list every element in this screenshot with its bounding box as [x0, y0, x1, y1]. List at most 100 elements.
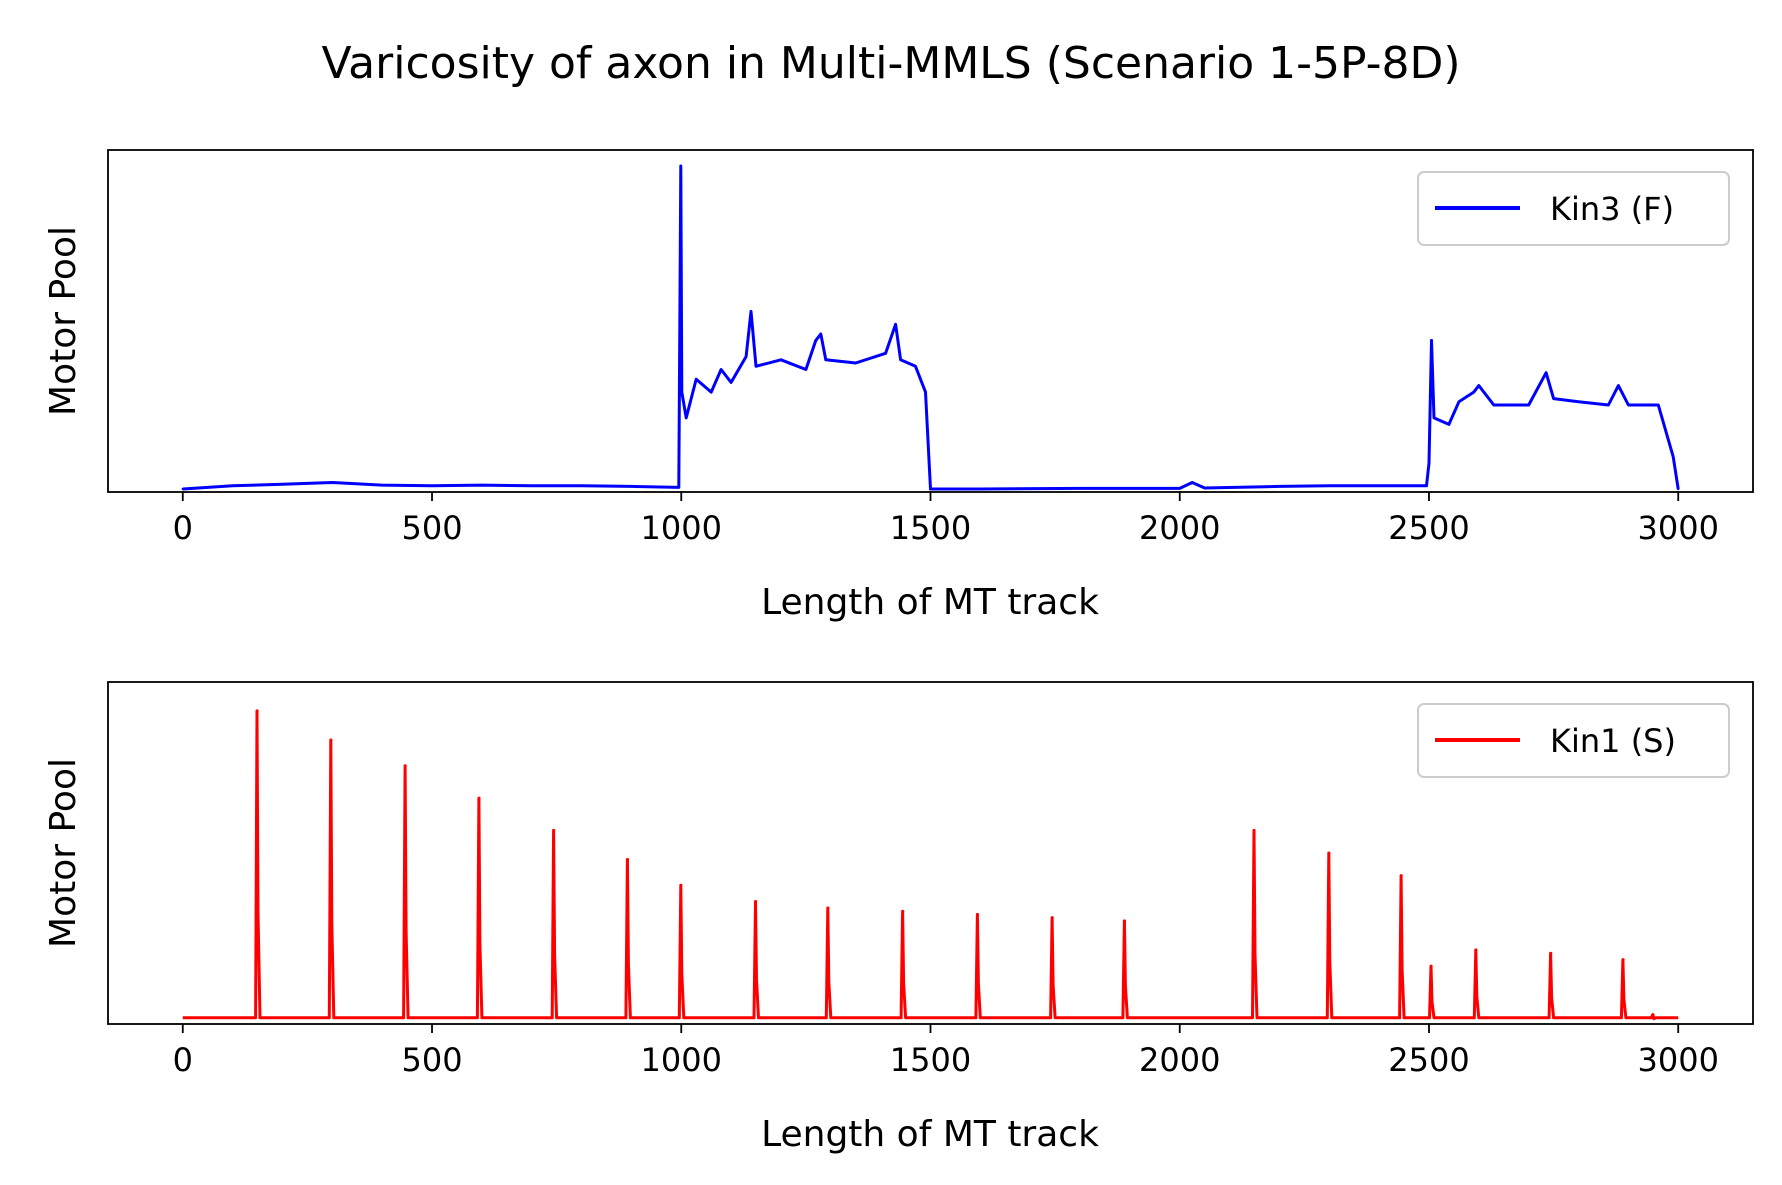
data-point	[1472, 390, 1476, 394]
data-point	[894, 323, 897, 326]
data-point	[1672, 455, 1675, 458]
data-point	[1400, 874, 1403, 877]
data-point	[626, 858, 630, 861]
data-point	[1278, 485, 1281, 488]
data-point	[281, 482, 284, 486]
data-point	[1475, 948, 1478, 952]
data-point	[924, 390, 927, 394]
data-point	[677, 486, 680, 489]
data-point	[685, 416, 688, 420]
data-point	[1078, 487, 1082, 490]
x-ticks: 0 500 1000 1500 2000 2500 3000	[173, 1024, 1719, 1079]
legend-box	[1417, 171, 1730, 246]
legend-label: Kin3 (F)	[1550, 190, 1674, 228]
data-point	[1607, 403, 1610, 407]
data-point	[1203, 486, 1206, 490]
data-point	[1622, 958, 1625, 961]
data-point	[929, 487, 932, 491]
data-point	[1549, 951, 1553, 955]
data-point	[630, 485, 633, 488]
data-point	[679, 164, 682, 168]
data-point	[754, 900, 758, 903]
data-point	[749, 310, 753, 313]
data-point	[1328, 484, 1331, 487]
x-tick-label: 3000	[1638, 1041, 1719, 1079]
data-point	[331, 481, 334, 484]
data-point	[1527, 403, 1530, 407]
data-point	[530, 484, 533, 487]
chart-panel-kin3: 0 500 1000 1500 2000 2500 3000 Length of MT tr…	[43, 149, 1754, 623]
data-point	[480, 483, 484, 487]
data-point	[899, 358, 902, 361]
data-point	[1123, 919, 1127, 923]
data-point	[979, 487, 982, 491]
data-point	[1328, 851, 1331, 855]
data-point	[819, 332, 823, 336]
data-point	[1477, 384, 1481, 387]
data-point	[824, 358, 828, 361]
data-point	[380, 483, 384, 487]
data-point	[478, 796, 481, 800]
x-ticks: 0 500 1000 1500 2000 2500 3000	[173, 492, 1719, 547]
series-line	[182, 164, 1680, 491]
y-axis-label: Motor Pool	[43, 758, 84, 948]
x-axis-label: Length of MT track	[761, 582, 1099, 623]
x-tick-label: 1000	[641, 1041, 722, 1079]
data-point	[256, 709, 259, 713]
data-point	[804, 368, 808, 371]
data-point	[552, 829, 556, 832]
data-point	[1253, 829, 1256, 832]
x-tick-label: 2500	[1388, 1041, 1469, 1079]
data-point	[580, 484, 583, 487]
data-point	[1425, 484, 1428, 487]
data-point	[1430, 339, 1433, 342]
data-point	[680, 884, 683, 887]
data-point	[914, 365, 917, 368]
data-point	[1447, 423, 1451, 426]
x-tick-label: 2000	[1139, 1041, 1220, 1079]
x-tick-label: 1000	[641, 509, 722, 547]
data-point	[1492, 403, 1495, 407]
data-point	[1430, 964, 1433, 968]
data-point	[1544, 371, 1548, 374]
series-line	[182, 709, 1679, 1021]
data-point	[1457, 400, 1461, 403]
data-point	[1178, 487, 1181, 490]
legend-box	[1417, 703, 1730, 778]
data-point	[854, 361, 857, 365]
x-tick-label: 3000	[1638, 509, 1719, 547]
y-axis-label: Motor Pool	[43, 226, 84, 416]
x-axis-label: Length of MT track	[761, 1114, 1099, 1155]
x-tick-label: 2000	[1139, 509, 1220, 547]
data-point	[884, 352, 887, 355]
data-point	[1657, 403, 1660, 407]
data-point	[754, 365, 758, 368]
data-point	[1652, 1013, 1655, 1016]
data-point	[1051, 916, 1054, 919]
x-tick-label: 1500	[890, 509, 971, 547]
data-point	[779, 358, 783, 361]
data-point	[719, 368, 723, 371]
data-point	[709, 390, 713, 394]
x-tick-label: 0	[173, 509, 193, 547]
data-point	[1677, 487, 1680, 491]
legend: Kin1 (S)	[1417, 703, 1730, 778]
data-point	[695, 377, 698, 381]
data-point	[1427, 461, 1431, 465]
data-point	[976, 913, 980, 916]
data-point	[680, 390, 683, 394]
data-point	[1552, 397, 1555, 400]
legend: Kin3 (F)	[1417, 171, 1730, 246]
data-point	[330, 738, 333, 742]
x-tick-label: 0	[173, 1041, 193, 1079]
data-point	[181, 487, 184, 491]
chart-panel-kin1: 0 500 1000 1500 2000 2500 3000 Length of MT tr…	[43, 681, 1754, 1155]
data-point	[430, 484, 434, 487]
data-point	[827, 906, 830, 910]
data-point	[1377, 484, 1381, 487]
x-tick-label: 500	[401, 509, 462, 547]
data-point	[1432, 416, 1436, 420]
x-tick-label: 1500	[890, 1041, 971, 1079]
data-point	[1617, 384, 1620, 387]
